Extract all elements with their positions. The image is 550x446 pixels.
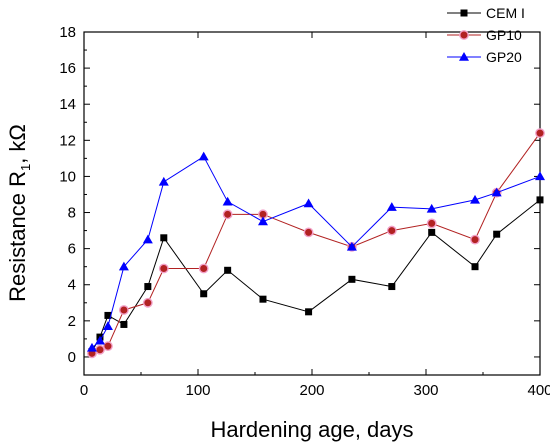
data-point-gp10-12 [426,218,437,229]
data-point-cem-i-4 [144,283,152,291]
data-point-gp10-13 [470,234,480,245]
data-point-cem-i-9 [305,308,313,316]
y-tick-label-8: 16 [59,60,76,77]
x-tick-label-0: 0 [80,382,88,399]
y-tick-label-2: 4 [68,277,76,294]
y-tick-label-7: 14 [59,96,76,113]
data-point-gp10-3 [119,305,129,315]
data-point-gp10-11 [386,225,397,236]
legend-label-gp20: GP20 [486,49,522,65]
data-point-gp20-1 [94,335,105,345]
data-point-gp10-4 [142,297,153,308]
data-point-gp20-6 [198,151,209,161]
legend: CEM I GP10 GP20 [447,5,525,65]
x-tick-label-4: 400 [527,382,550,399]
data-point-cem-i-14 [493,230,501,238]
legend-label-gp10: GP10 [486,27,522,43]
legend-marker-cem-i [460,9,468,17]
data-point-gp10-1 [95,344,105,355]
data-point-gp10-7 [222,209,233,220]
data-point-cem-i-7 [224,266,232,274]
data-point-gp20-7 [222,196,233,206]
x-tick-label-1: 100 [185,382,210,399]
series-gp20 [86,151,545,352]
legend-item-gp20: GP20 [447,49,522,65]
y-axis-title-unit: , kΩ [5,124,30,164]
data-point-gp20-3 [118,261,129,271]
series-line-cem-i [91,199,541,352]
x-axis-title: Hardening age, days [210,417,413,442]
data-point-cem-i-2 [104,311,112,319]
data-point-cem-i-10 [348,275,356,283]
y-tick-label-5: 10 [59,168,76,185]
series-layer [86,128,545,359]
data-point-gp10-9 [303,227,314,238]
y-axis-title: Resistance R1, kΩ [5,124,33,302]
x-tick-label-3: 300 [413,382,438,399]
series-cem-i [88,196,544,356]
y-tick-label-4: 8 [68,205,76,222]
data-point-gp10-15 [535,128,545,138]
y-tick-label-1: 2 [68,313,76,330]
series-gp10 [87,128,545,359]
series-line-gp20 [91,155,541,349]
data-point-gp20-8 [257,216,268,226]
data-point-gp10-2 [103,341,113,352]
data-point-cem-i-5 [160,234,168,242]
data-point-gp20-10 [346,241,357,251]
legend-item-cem-i: CEM I [447,5,525,21]
data-point-cem-i-6 [200,290,208,298]
y-axis-title-main: Resistance R [5,171,30,302]
axes: 0 100 200 300 400 0 2 4 6 8 10 12 14 16 18 [59,24,550,399]
data-point-cem-i-13 [471,263,479,271]
data-point-gp20-12 [426,203,437,213]
series-line-gp10 [91,132,541,354]
y-tick-label-0: 0 [68,349,76,366]
data-point-cem-i-11 [388,283,396,291]
data-point-cem-i-15 [536,196,544,204]
x-tick-label-2: 200 [299,382,324,399]
y-tick-label-6: 12 [59,132,76,149]
data-point-gp20-0 [86,342,97,352]
data-point-gp10-5 [158,263,169,274]
legend-marker-gp20 [459,52,469,61]
data-point-gp20-5 [158,176,169,186]
data-point-gp20-11 [386,202,397,211]
data-point-gp20-2 [102,321,113,331]
y-tick-label-9: 18 [59,24,76,41]
legend-marker-gp10 [459,30,469,40]
data-point-gp20-15 [535,171,545,181]
data-point-gp20-13 [470,194,481,204]
data-point-cem-i-12 [428,228,436,236]
data-point-cem-i-8 [259,295,267,303]
data-point-gp20-9 [303,198,314,208]
y-axis-title-subscript: 1 [18,164,33,171]
data-point-gp20-14 [491,187,502,197]
data-point-cem-i-3 [120,320,128,328]
data-point-gp20-4 [142,234,153,244]
legend-label-cem-i: CEM I [486,5,525,21]
y-tick-label-3: 6 [68,241,76,258]
legend-item-gp10: GP10 [447,27,522,43]
data-point-gp10-6 [198,263,209,274]
